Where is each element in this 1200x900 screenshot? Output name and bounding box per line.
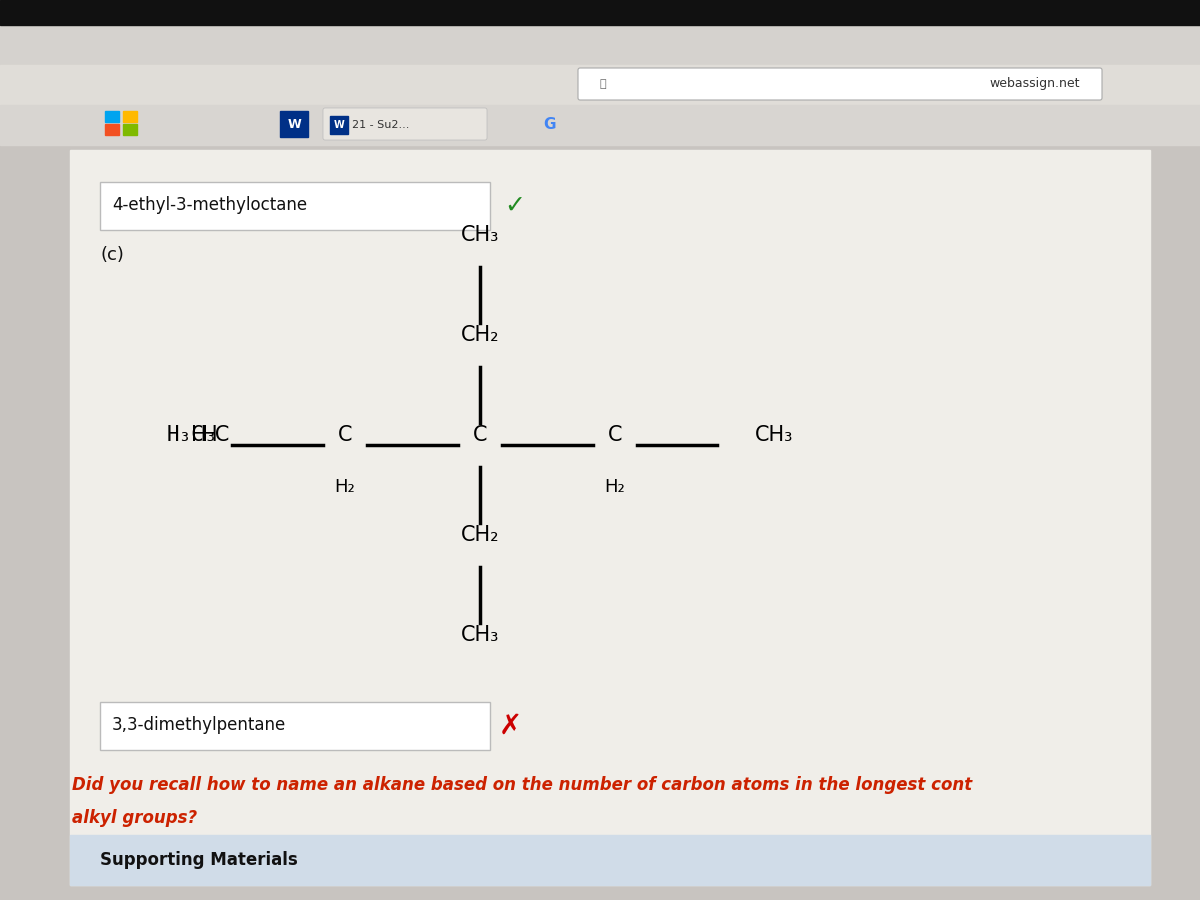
Bar (106, 124, 119, 135)
Text: H₂: H₂ (605, 478, 625, 496)
Text: CH₃: CH₃ (461, 625, 499, 645)
Bar (70, 150, 1150, 885)
Text: H₃C: H₃C (167, 425, 205, 445)
Text: ✓: ✓ (504, 194, 526, 218)
Text: C: C (337, 425, 353, 445)
Bar (70, 835, 1150, 885)
Text: G: G (544, 117, 557, 132)
Text: CH₃: CH₃ (461, 225, 499, 245)
Bar (0, 105, 1200, 145)
Bar (124, 111, 137, 122)
Bar (106, 111, 119, 122)
Text: 21 - Su2...: 21 - Su2... (352, 120, 409, 130)
Bar (0, 65, 1200, 105)
Text: (c): (c) (100, 246, 124, 264)
Text: 🔒: 🔒 (600, 79, 607, 89)
Bar (280, 111, 308, 137)
Text: W: W (334, 120, 344, 130)
Text: CH₃: CH₃ (755, 425, 793, 445)
Text: H₂: H₂ (335, 478, 355, 496)
Text: webassign.net: webassign.net (990, 77, 1080, 91)
Bar (330, 116, 348, 134)
Bar (0, 0, 1200, 25)
Text: C: C (607, 425, 623, 445)
Text: 4-ethyl-3-methyloctane: 4-ethyl-3-methyloctane (112, 196, 307, 214)
Text: H: H (202, 425, 218, 445)
Text: 3,3-dimethylpentane: 3,3-dimethylpentane (112, 716, 287, 734)
Text: CH₂: CH₂ (461, 325, 499, 345)
Text: alkyl groups?: alkyl groups? (72, 809, 197, 827)
Text: W: W (287, 118, 301, 130)
Text: H₃C: H₃C (191, 425, 229, 445)
FancyBboxPatch shape (100, 702, 490, 750)
Bar (124, 124, 137, 135)
Text: C: C (473, 425, 487, 445)
Text: Did you recall how to name an alkane based on the number of carbon atoms in the : Did you recall how to name an alkane bas… (72, 776, 972, 794)
Text: CH₂: CH₂ (461, 525, 499, 545)
Text: ✗: ✗ (498, 712, 522, 740)
FancyBboxPatch shape (578, 68, 1102, 100)
FancyBboxPatch shape (323, 108, 487, 140)
FancyBboxPatch shape (100, 182, 490, 230)
Text: Supporting Materials: Supporting Materials (100, 851, 298, 869)
Bar (0, 25, 1200, 65)
